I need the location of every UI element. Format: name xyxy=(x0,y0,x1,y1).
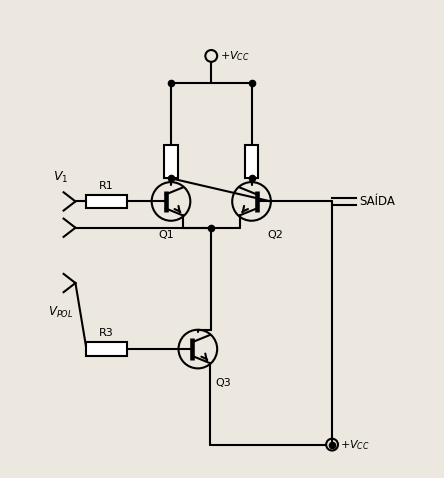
Text: Q1: Q1 xyxy=(159,230,174,240)
Text: Q3: Q3 xyxy=(216,378,231,388)
FancyBboxPatch shape xyxy=(87,195,127,208)
Text: +$V_{CC}$: +$V_{CC}$ xyxy=(340,438,370,452)
Text: SAÍDA: SAÍDA xyxy=(359,195,395,208)
Text: $V_1$: $V_1$ xyxy=(53,170,68,185)
Text: R1: R1 xyxy=(99,181,114,191)
Text: +$V_{CC}$: +$V_{CC}$ xyxy=(220,49,250,63)
Text: R3: R3 xyxy=(99,328,114,338)
Text: Q2: Q2 xyxy=(268,230,284,240)
Text: $V_{POL}$: $V_{POL}$ xyxy=(48,305,73,320)
FancyBboxPatch shape xyxy=(164,145,178,178)
FancyBboxPatch shape xyxy=(245,145,258,178)
FancyBboxPatch shape xyxy=(87,342,127,356)
